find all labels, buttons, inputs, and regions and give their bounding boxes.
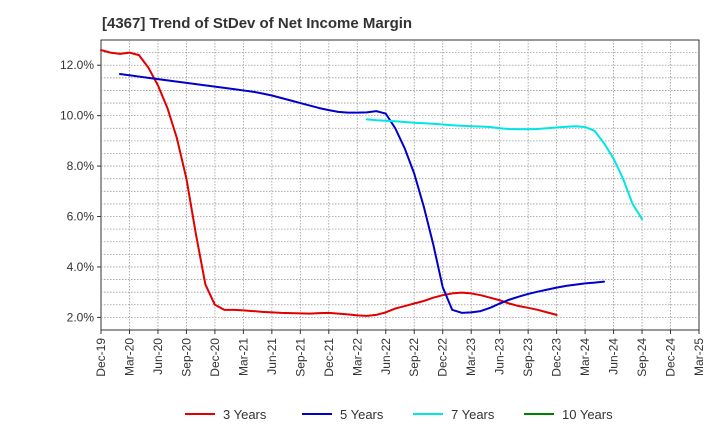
x-tick-label: Jun-23	[493, 338, 507, 375]
x-tick-label: Sep-24	[635, 338, 649, 377]
x-tick-label: Sep-23	[521, 338, 535, 377]
y-tick-label: 4.0%	[67, 260, 95, 274]
x-tick-label: Jun-24	[607, 338, 621, 375]
x-tick-label: Mar-24	[578, 338, 592, 376]
legend-label: 5 Years	[340, 407, 384, 422]
x-tick-label: Dec-21	[322, 338, 336, 377]
x-tick-label: Mar-21	[236, 338, 250, 376]
x-tick-label: Mar-23	[464, 338, 478, 376]
series-line-5-years	[118, 73, 606, 314]
legend-label: 7 Years	[451, 407, 495, 422]
x-tick-label: Dec-19	[94, 338, 108, 377]
series-line-7-years	[365, 118, 644, 221]
y-tick-label: 2.0%	[67, 310, 95, 324]
x-tick-label: Mar-25	[692, 338, 706, 376]
x-tick-label: Sep-22	[407, 338, 421, 377]
x-tick-label: Mar-22	[350, 338, 364, 376]
x-tick-label: Dec-22	[436, 338, 450, 377]
y-tick-label: 10.0%	[60, 109, 94, 123]
x-tick-label: Jun-21	[265, 338, 279, 375]
chart-title: [4367] Trend of StDev of Net Income Marg…	[102, 15, 413, 32]
y-tick-label: 6.0%	[67, 210, 95, 224]
legend-label: 3 Years	[223, 407, 267, 422]
series-line-3-years	[100, 49, 558, 317]
x-tick-label: Mar-20	[122, 338, 136, 376]
x-tick-label: Dec-24	[664, 338, 678, 377]
x-tick-label: Jun-20	[151, 338, 165, 375]
x-tick-label: Jun-22	[379, 338, 393, 375]
x-tick-label: Dec-23	[550, 338, 564, 377]
y-tick-label: 8.0%	[67, 159, 95, 173]
legend-label: 10 Years	[562, 407, 613, 422]
x-tick-label: Sep-21	[293, 338, 307, 377]
x-tick-label: Sep-20	[179, 338, 193, 377]
y-tick-label: 12.0%	[60, 58, 94, 72]
x-tick-label: Dec-20	[208, 338, 222, 377]
